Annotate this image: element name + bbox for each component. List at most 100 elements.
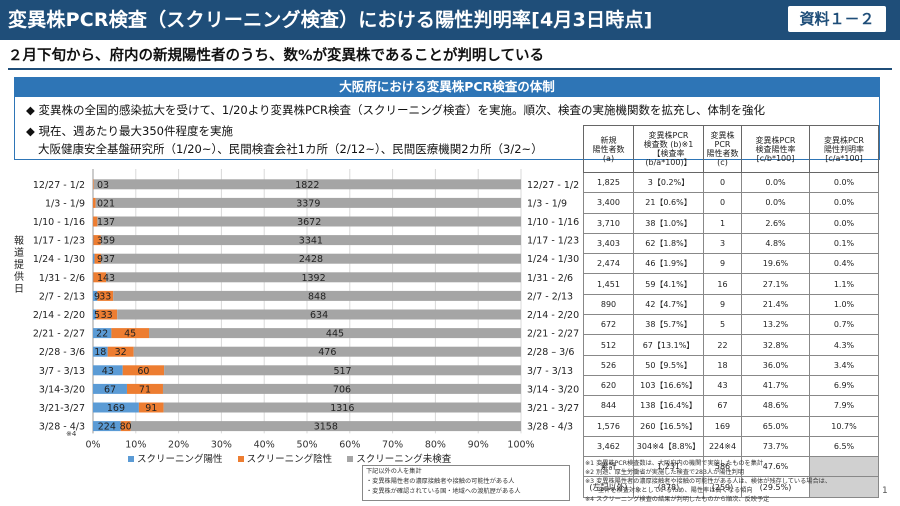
x-tick-label: 40% — [254, 439, 275, 450]
table-cell: 21.4% — [741, 293, 810, 316]
legend-label-untested: スクリーニング未検査 — [356, 454, 452, 465]
category-label: 2/14 - 2/20 — [33, 310, 85, 321]
category-label-right: 2/28 – 3/6 — [527, 347, 574, 358]
table-cell: 1.0% — [809, 293, 879, 316]
data-label-negative: 33 — [99, 291, 111, 302]
table-cell: 224※4 — [703, 435, 742, 458]
table-cell: 50【9.5%】 — [633, 354, 704, 376]
table-cell: 620 — [583, 374, 634, 397]
table-cell: 16 — [703, 273, 742, 295]
category-label: 1/17 - 1/23 — [33, 236, 85, 247]
bar-positive — [93, 421, 121, 432]
data-label-positive: 3 — [97, 236, 103, 247]
table-cell: 0.4% — [809, 253, 879, 275]
note-1: ※1 変異株PCR検査数は、大阪府内の機関で実施したものを集計 — [585, 460, 764, 467]
bar-untested — [163, 402, 521, 413]
bar-untested — [130, 421, 522, 432]
category-label-right: 1/31 - 2/6 — [527, 273, 573, 284]
table-row: 512 67【13.1%】 22 32.8% 4.3% — [583, 334, 879, 356]
table-cell: 1.1% — [809, 273, 879, 295]
bar-untested — [164, 365, 522, 376]
data-label-untested: 2428 — [299, 254, 323, 265]
category-label-right: 3/21 - 3/27 — [527, 403, 579, 414]
x-tick-label: 70% — [382, 439, 403, 450]
data-label-untested: 445 — [326, 329, 344, 340]
bar-positive — [93, 365, 123, 376]
bar-positive — [93, 346, 108, 357]
legend-swatch-negative — [237, 456, 244, 462]
data-label-negative: 45 — [124, 329, 136, 340]
bar-untested — [162, 383, 521, 394]
category-label-right: 3/28 - 4/3 — [527, 422, 573, 433]
note-4: ※4 スクリーニング検査の結果が判明したものから順次、反映予定 — [585, 496, 770, 503]
table-cell: 4.3% — [809, 334, 879, 356]
system-bullet-2-detail: 大阪健康安全基盤研究所（1/20~）、民間検査会社1カ所（2/12~）、民間医療… — [38, 142, 543, 156]
bar-negative — [94, 253, 101, 264]
table-row: 2,474 46【1.9%】 9 19.6% 0.4% — [583, 253, 879, 275]
bar-negative — [138, 402, 164, 413]
category-label-right: 2/7 - 2/13 — [527, 291, 573, 302]
table-cell: 6.9% — [809, 374, 879, 397]
table-cell: 4.8% — [741, 232, 810, 255]
data-label-untested: 1392 — [301, 273, 325, 284]
data-label-positive: 9 — [97, 254, 103, 265]
table-cell: 65.0% — [741, 415, 810, 437]
bar-negative — [111, 328, 150, 339]
note-3b: 全件を検査対象としているため、陽性率は高くなる傾向 — [598, 487, 753, 494]
table-cell: 0 — [703, 192, 742, 214]
table-header-row: 新規 陽性者数 (a) 変異株PCR 検査数 (b)※1 【検査率(b/a*10… — [583, 125, 879, 173]
category-label: 1/31 - 2/6 — [39, 273, 85, 284]
table-cell: 19.6% — [741, 253, 810, 275]
bar-negative — [96, 309, 118, 320]
x-tick-label: 90% — [468, 439, 489, 450]
table-cell: 3【0.2%】 — [633, 171, 704, 194]
bar-untested — [100, 235, 522, 246]
table-cell: 38【1.0%】 — [633, 212, 704, 234]
table-cell: 3,462 — [583, 435, 634, 458]
document-label: 資料１－２ — [788, 6, 886, 32]
table-cell: 3,400 — [583, 192, 634, 214]
table-cell: 169 — [703, 415, 742, 437]
subtitle-underline — [8, 68, 892, 70]
bar-untested — [95, 197, 522, 208]
data-label-positive: 0 — [97, 180, 103, 191]
table-cell: 0.0% — [809, 171, 879, 194]
bar-untested — [149, 328, 521, 339]
table-row: 3,462 304※4【8.8%】 224※4 73.7% 6.5% — [583, 435, 879, 458]
table-row: 1,451 59【4.1%】 16 27.1% 1.1% — [583, 273, 879, 295]
x-tick-label: 30% — [211, 439, 232, 450]
data-label-untested: 476 — [318, 347, 336, 358]
data-label-negative: 71 — [139, 384, 151, 395]
table-row: 620 103【16.6%】 43 41.7% 6.9% — [583, 374, 879, 397]
table-cell: 0.1% — [809, 232, 879, 255]
table-cell: 9 — [703, 253, 742, 275]
table-row: 526 50【9.5%】 18 36.0% 3.4% — [583, 354, 879, 376]
legend-label-negative: スクリーニング陰性 — [246, 454, 333, 465]
table-cell: 1 — [703, 212, 742, 234]
bar-untested — [106, 272, 522, 283]
bar-positive — [93, 328, 112, 339]
bar-untested — [133, 346, 521, 357]
results-table: 新規 陽性者数 (a) 変異株PCR 検査数 (b)※1 【検査率(b/a*10… — [583, 125, 879, 498]
table-cell: 42【4.7%】 — [633, 293, 704, 316]
category-label: 1/3 - 1/9 — [45, 198, 85, 209]
x-tick-label: 80% — [425, 439, 446, 450]
table-row: 3,710 38【1.0%】 1 2.6% 0.0% — [583, 212, 879, 234]
table-cell: 304※4【8.8%】 — [633, 435, 704, 458]
definition-item-2: ・変異株が確認されている国・地域への渡航歴がある人 — [366, 488, 521, 495]
data-label-untested: 3379 — [296, 198, 320, 209]
table-cell: 46【1.9%】 — [633, 253, 704, 275]
table-cell: 59【4.1%】 — [633, 273, 704, 295]
bar-negative — [93, 216, 98, 227]
bar-negative — [107, 346, 134, 357]
data-label-negative: 43 — [103, 273, 115, 284]
category-label-right: 1/10 - 1/16 — [527, 217, 579, 228]
data-label-positive: 18 — [94, 347, 106, 358]
bar-positive — [93, 309, 97, 320]
bar-negative — [122, 365, 165, 376]
x-tick-label: 10% — [125, 439, 146, 450]
bar-positive — [93, 290, 98, 301]
bar-negative — [126, 383, 163, 394]
data-label-positive: 169 — [107, 403, 125, 414]
